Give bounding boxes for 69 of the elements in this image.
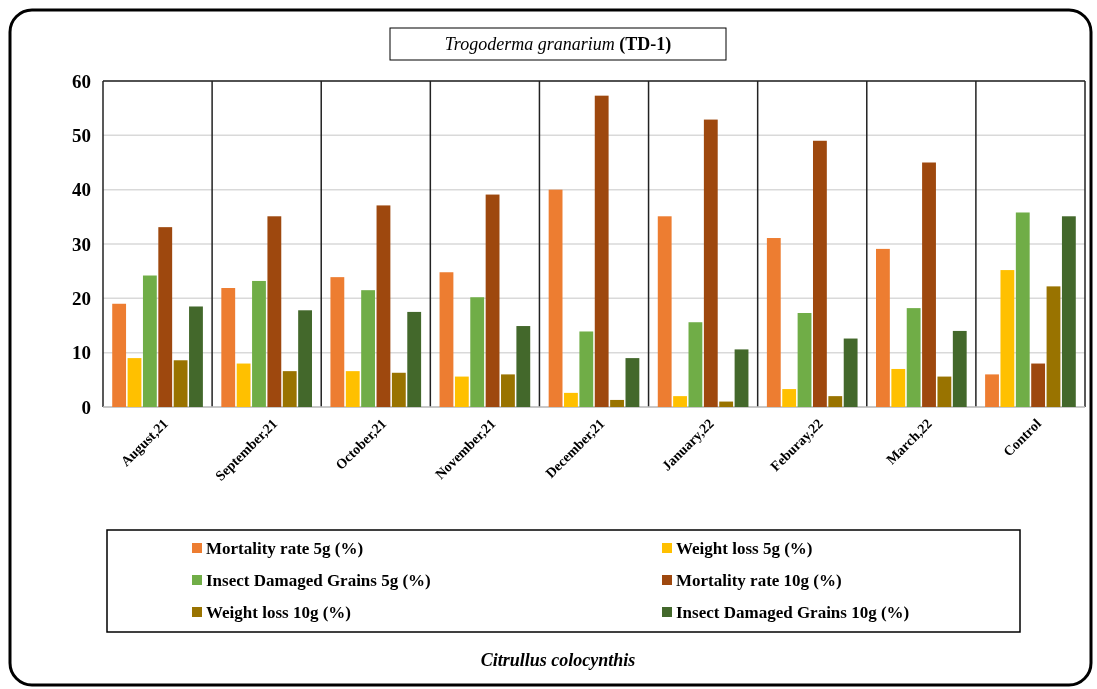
bar (485, 194, 500, 407)
legend-label: Mortality rate 10g (%) (676, 570, 842, 590)
legend-label: Insect Damaged Grains 5g (%) (206, 570, 431, 590)
y-tick-label: 10 (72, 342, 91, 364)
bar (657, 216, 672, 407)
bar (1000, 270, 1015, 407)
bar (361, 290, 376, 407)
bar (282, 371, 297, 407)
y-tick-label: 60 (72, 70, 91, 92)
bar (734, 349, 749, 407)
bar (127, 358, 142, 407)
bar (501, 374, 515, 407)
bar (330, 277, 345, 407)
y-tick-label: 40 (72, 179, 91, 201)
bar (594, 95, 609, 407)
bar (439, 272, 454, 407)
bar (189, 306, 203, 407)
bar (407, 311, 422, 407)
bar (1061, 216, 1076, 407)
bar (173, 360, 188, 407)
bar (376, 205, 391, 407)
bar (112, 303, 127, 407)
bar (579, 331, 594, 407)
bar (252, 280, 266, 407)
bar (1046, 286, 1061, 407)
bar (236, 363, 251, 407)
bar (470, 297, 485, 407)
bar (766, 238, 781, 407)
bar (158, 227, 173, 407)
bar (952, 330, 967, 407)
bar (548, 189, 563, 407)
bar (876, 248, 890, 407)
bar (937, 376, 952, 407)
bar (891, 368, 906, 407)
y-tick-label: 20 (72, 287, 91, 309)
bar (625, 358, 640, 407)
bar (454, 376, 469, 407)
legend-label: Mortality rate 5g (%) (206, 538, 364, 558)
bar (1031, 363, 1046, 407)
text: Citrullus colocynthis (480, 650, 636, 671)
bar (985, 374, 999, 407)
bar (703, 119, 718, 407)
bar (812, 140, 827, 407)
bar (843, 338, 858, 407)
bar (782, 389, 797, 407)
bar (688, 322, 703, 407)
bar (610, 399, 624, 407)
bar (221, 288, 236, 407)
bar (564, 392, 578, 407)
bar (673, 396, 687, 407)
bar (142, 275, 157, 407)
bar (298, 310, 312, 407)
bar (906, 308, 921, 407)
legend-label: Weight loss 5g (%) (676, 538, 813, 558)
bar (267, 216, 282, 407)
bar (1015, 212, 1030, 407)
bar (922, 162, 936, 407)
y-tick-label: 50 (72, 124, 91, 146)
chart-title: Trogoderma granarium (TD-1) (444, 34, 672, 56)
bar (797, 313, 812, 407)
bar (345, 371, 360, 407)
legend-label: Weight loss 10g (%) (206, 602, 351, 622)
legend-label: Insect Damaged Grains 10g (%) (676, 602, 910, 622)
bar (719, 401, 734, 407)
bar (828, 396, 843, 407)
bar (391, 372, 406, 407)
y-tick-label: 0 (81, 396, 91, 418)
y-tick-label: 30 (72, 233, 91, 255)
bar (516, 326, 531, 407)
